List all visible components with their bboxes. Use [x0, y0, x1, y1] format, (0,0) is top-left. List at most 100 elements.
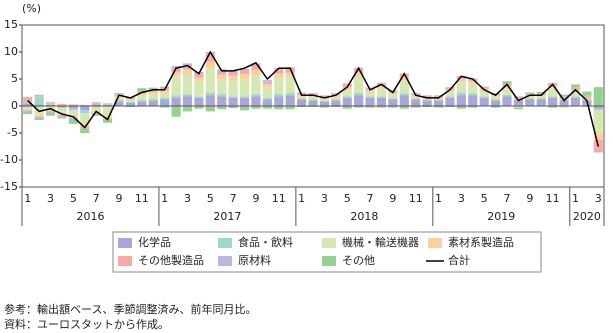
bar-segment [239, 74, 250, 79]
bar-segment [182, 96, 193, 106]
bar-segment [34, 114, 44, 117]
bar-segment [491, 106, 501, 108]
bar-segment [456, 82, 466, 94]
bar-segment [239, 69, 250, 75]
x-tick-label: 7 [367, 192, 374, 205]
bar-segment [91, 104, 101, 106]
bar-segment [137, 93, 147, 96]
bar-segment [536, 95, 546, 97]
bar-segment [479, 89, 489, 92]
bar-segment [593, 106, 603, 109]
bar-segment [331, 93, 341, 94]
bar-segment [445, 106, 455, 108]
bar-segment [502, 88, 512, 95]
bar-segment [251, 75, 261, 95]
bar-segment [308, 100, 318, 106]
bar-segment [160, 99, 170, 106]
x-tick-label: 3 [184, 192, 191, 205]
bar-segment [376, 97, 387, 106]
bar-segment [217, 74, 227, 79]
bar-segment [34, 116, 44, 119]
bar-segment [479, 86, 489, 88]
bar-segment [548, 82, 558, 84]
bar-segment [342, 83, 352, 84]
bar-segment [582, 95, 592, 97]
x-tick-label: 9 [252, 192, 259, 205]
bar-segment [399, 74, 409, 77]
bar-segment [376, 106, 387, 108]
bar-segment [274, 69, 284, 74]
bar-segment [399, 95, 409, 106]
x-tick-label: 11 [546, 192, 560, 205]
bar-segment [114, 97, 124, 101]
bar-segment [103, 115, 113, 119]
bar-segment [570, 97, 581, 106]
bar-segment [536, 93, 546, 94]
bar-segment [319, 100, 329, 102]
bar-segment [182, 69, 193, 74]
bar-segment [194, 106, 204, 109]
bar-segment [365, 89, 375, 92]
legend-swatch [428, 238, 442, 248]
x-tick-label: 11 [409, 192, 423, 205]
bar-segment [68, 119, 78, 124]
bar-segment [125, 102, 135, 106]
bar-segment [411, 99, 421, 106]
bar-segment [308, 93, 318, 94]
bar-segment [217, 79, 227, 95]
bar-segment [445, 96, 455, 98]
bar-segment [45, 113, 56, 116]
bar-segment [274, 77, 284, 95]
bar-segment [548, 97, 558, 106]
bar-segment [319, 101, 329, 106]
bar-segment [23, 108, 33, 111]
bar-segment [114, 94, 124, 95]
bar-segment [262, 83, 272, 88]
bar-segment [262, 99, 272, 106]
bar-segment [376, 96, 387, 98]
bar-segment [137, 88, 147, 91]
bar-segment [365, 97, 375, 106]
bar-segment [445, 87, 455, 88]
bar-segment [262, 87, 272, 98]
bar-segment [422, 95, 432, 98]
bar-segment [433, 106, 444, 108]
bar-segment [548, 106, 558, 108]
bar-segment [285, 93, 295, 96]
bar-segment [182, 63, 193, 65]
bar-segment [205, 95, 215, 106]
x-tick-label: 3 [321, 192, 328, 205]
x-tick-label: 5 [207, 192, 214, 205]
bar-segment [354, 68, 364, 73]
x-tick-label: 1 [298, 192, 305, 205]
bar-segment [23, 102, 33, 104]
bar-segment [148, 90, 158, 92]
bar-segment [251, 106, 261, 109]
year-label: 2017 [213, 210, 241, 223]
bar-segment [388, 98, 398, 100]
bar-segment [491, 100, 501, 106]
bar-segment [319, 106, 329, 108]
bar-segment [388, 90, 398, 91]
bar-segment [228, 71, 238, 76]
legend-label: 機械・輸送機器 [342, 235, 419, 249]
bar-segment [274, 96, 284, 106]
y-tick-label: 5 [11, 72, 18, 85]
bar-segment [103, 106, 113, 116]
note: 参考：輸出額ベース、季節調整済み、前年同月比。 [4, 302, 256, 316]
bar-segment [513, 106, 523, 108]
bar-segment [205, 106, 215, 112]
bar-segment [228, 106, 238, 109]
x-tick-label: 3 [458, 192, 465, 205]
bar-segment [399, 76, 409, 81]
y-tick-label: 0 [11, 99, 18, 112]
bar-segment [342, 87, 352, 90]
bar-segment [23, 103, 33, 106]
legend-label: その他製造品 [138, 253, 204, 267]
x-tick-label: 9 [116, 192, 123, 205]
bar-segment [422, 95, 432, 96]
bar-segment [399, 80, 409, 94]
bar-segment [228, 75, 238, 81]
bar-segment [57, 115, 67, 117]
bar-segment [559, 96, 569, 97]
